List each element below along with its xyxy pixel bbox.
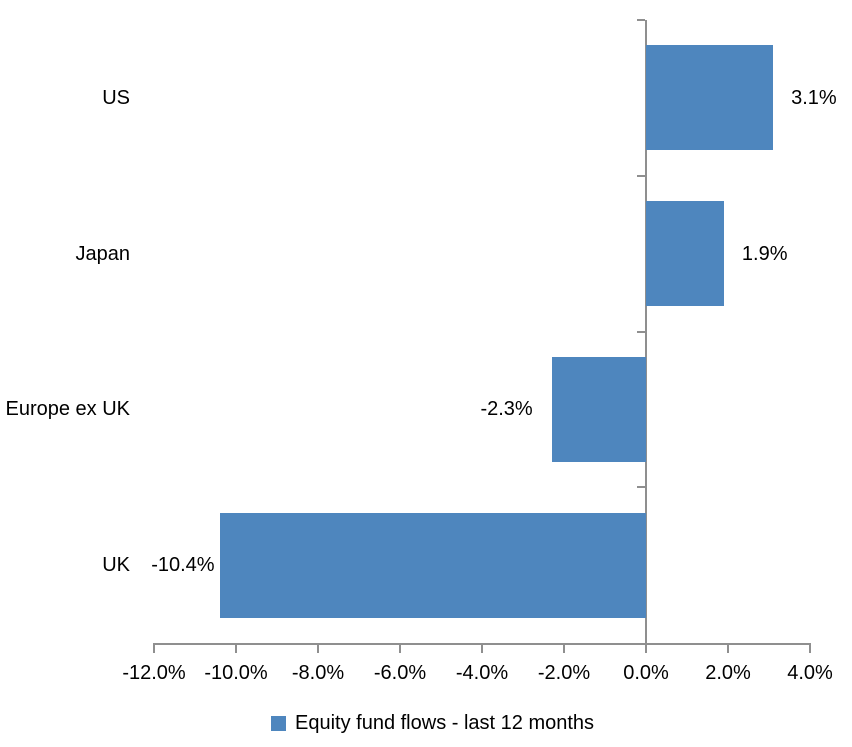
chart-legend: Equity fund flows - last 12 months xyxy=(271,710,594,736)
x-axis-tick xyxy=(645,643,647,653)
y-axis-tick xyxy=(637,19,645,21)
y-axis-tick xyxy=(637,174,645,177)
x-axis-tick xyxy=(153,643,155,653)
bar xyxy=(646,45,774,151)
x-axis-tick xyxy=(399,643,401,653)
x-tick-label: 2.0% xyxy=(705,662,751,684)
category-label: US xyxy=(102,86,130,109)
x-axis-tick xyxy=(317,643,319,653)
data-label: 1.9% xyxy=(741,242,788,265)
x-axis-tick xyxy=(809,643,811,653)
x-tick-label: 0.0% xyxy=(623,662,669,684)
y-axis-line xyxy=(645,20,647,645)
category-label: UK xyxy=(102,554,130,577)
bar xyxy=(646,201,724,307)
category-label: Japan xyxy=(75,242,131,265)
x-axis-tick xyxy=(235,643,237,653)
x-tick-label: -2.0% xyxy=(537,662,591,684)
x-axis-tick xyxy=(563,643,565,653)
x-tick-label: -12.0% xyxy=(122,662,186,684)
x-tick-label: -10.0% xyxy=(204,662,268,684)
y-axis-tick xyxy=(637,486,645,489)
y-axis-tick xyxy=(637,330,645,333)
x-tick-label: -4.0% xyxy=(455,662,509,684)
data-label: -10.4% xyxy=(151,554,215,577)
x-tick-label: 4.0% xyxy=(787,662,833,684)
x-axis-tick xyxy=(481,643,483,653)
x-tick-label: -8.0% xyxy=(291,662,345,684)
legend-label: Equity fund flows - last 12 months xyxy=(295,712,595,734)
bar xyxy=(551,356,646,462)
data-label: 3.1% xyxy=(791,86,837,109)
x-tick-label: -6.0% xyxy=(373,662,427,684)
category-label: Europe ex UK xyxy=(5,398,130,421)
legend-swatch-icon xyxy=(271,715,286,731)
x-axis-tick xyxy=(727,643,729,653)
bar xyxy=(219,512,646,618)
data-label: -2.3% xyxy=(480,398,533,421)
